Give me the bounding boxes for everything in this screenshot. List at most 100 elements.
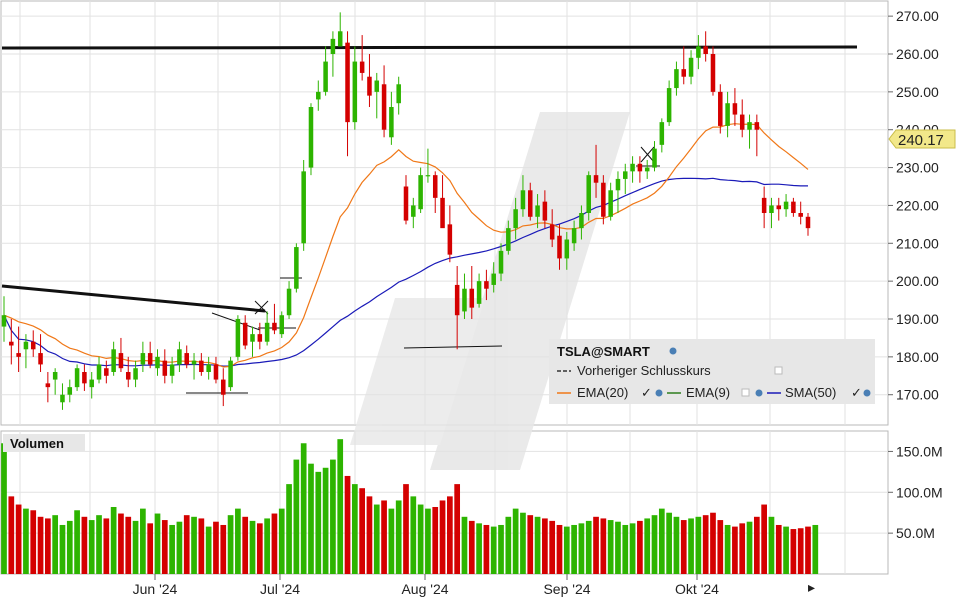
candle-body [9,341,14,346]
volume-bar [249,520,256,574]
volume-bar [542,518,548,574]
volume-bar [278,508,285,574]
candle-body [286,288,292,316]
price-tick-label: 200.00 [896,273,939,289]
price-tick-label: 170.00 [896,387,939,403]
candle [38,334,43,372]
volume-bar [271,513,278,574]
legend-symbol: TSLA@SMART [557,344,650,359]
candle [630,156,635,183]
volume-bar [534,516,541,574]
volume-bar [37,516,44,574]
candle-body [294,247,299,289]
candle [264,311,270,346]
volume-bar [461,516,468,574]
candle-body [213,364,219,380]
scroll-right-icon[interactable]: ▸ [808,579,815,595]
volume-bar [351,484,358,574]
candle-body [147,353,153,365]
candle [513,197,518,240]
volume-bar [688,518,694,574]
volume-bar [702,515,709,574]
candle [608,182,613,221]
volume-bar [549,520,556,574]
candle-body [447,224,453,255]
ema9-settings-icon[interactable] [755,389,763,397]
sma50-settings-icon[interactable] [863,389,871,397]
candle-body [791,201,796,213]
candle [593,144,599,198]
candle [389,91,394,145]
ema20-settings-icon[interactable] [655,389,663,397]
candle-body [440,197,445,229]
volume-bar [680,520,687,574]
volume-bar [125,516,132,574]
candle [133,360,138,388]
cross-mark-b [254,300,269,315]
volume-bar [797,528,804,574]
candle [776,197,782,221]
legend: TSLA@SMART Vorheriger Schlusskurs EMA(20… [549,339,875,404]
candle-body [476,281,482,304]
candle [739,99,745,138]
candle [681,46,687,85]
candle-body [491,273,496,285]
candle-body [652,148,657,168]
volume-bar [695,516,702,574]
candle [9,319,14,365]
candle-body [316,91,321,100]
sma50-check-icon[interactable]: ✓ [851,385,862,400]
candle-body [118,353,124,369]
candle-body [403,186,409,221]
volume-bar [447,496,453,574]
volume-bar [527,515,534,574]
candle-body [140,353,146,365]
candle [125,356,131,388]
candle [337,12,343,47]
volume-bar [775,524,782,574]
candle-body [542,201,548,221]
volume-bar [468,520,475,574]
candle [184,345,189,369]
candle-body [630,163,635,172]
candle [586,171,591,221]
candle [520,175,526,217]
candle-body [235,319,241,357]
candle [60,383,65,410]
volume-bar [490,526,497,574]
settings-icon[interactable] [669,347,677,355]
volume-bar [746,521,753,574]
candle-body [623,171,628,179]
legend-background [549,339,875,404]
candle [352,46,358,130]
candle [805,213,811,236]
volume-bar [337,439,344,574]
volume-bar [644,518,651,574]
volume-bar [198,518,205,574]
candle [235,315,241,361]
prev-close-checkbox[interactable] [774,366,783,375]
candle-body [396,84,401,104]
ema9-checkbox[interactable] [741,388,750,397]
volume-bar [140,508,146,574]
ema20-check-icon[interactable]: ✓ [641,385,652,400]
volume-bar [710,512,716,574]
volume-bar [23,508,29,574]
candle-body [352,61,358,123]
candle-body [162,360,168,376]
candle [228,356,233,391]
volume-axis: 150.0M 100.0M 50.0M [888,443,943,541]
candle [615,171,621,213]
volume-bar [585,520,592,574]
candle-body [177,349,182,365]
candle-body [155,356,160,369]
sma50-series-line [3,177,808,367]
candle [330,31,336,77]
candle-body [67,387,73,395]
volume-bar [505,516,512,574]
gridlines [1,1,888,425]
ema20-series-line [3,123,809,368]
candle [652,141,657,172]
candle-body [89,379,94,388]
candle [111,341,116,376]
